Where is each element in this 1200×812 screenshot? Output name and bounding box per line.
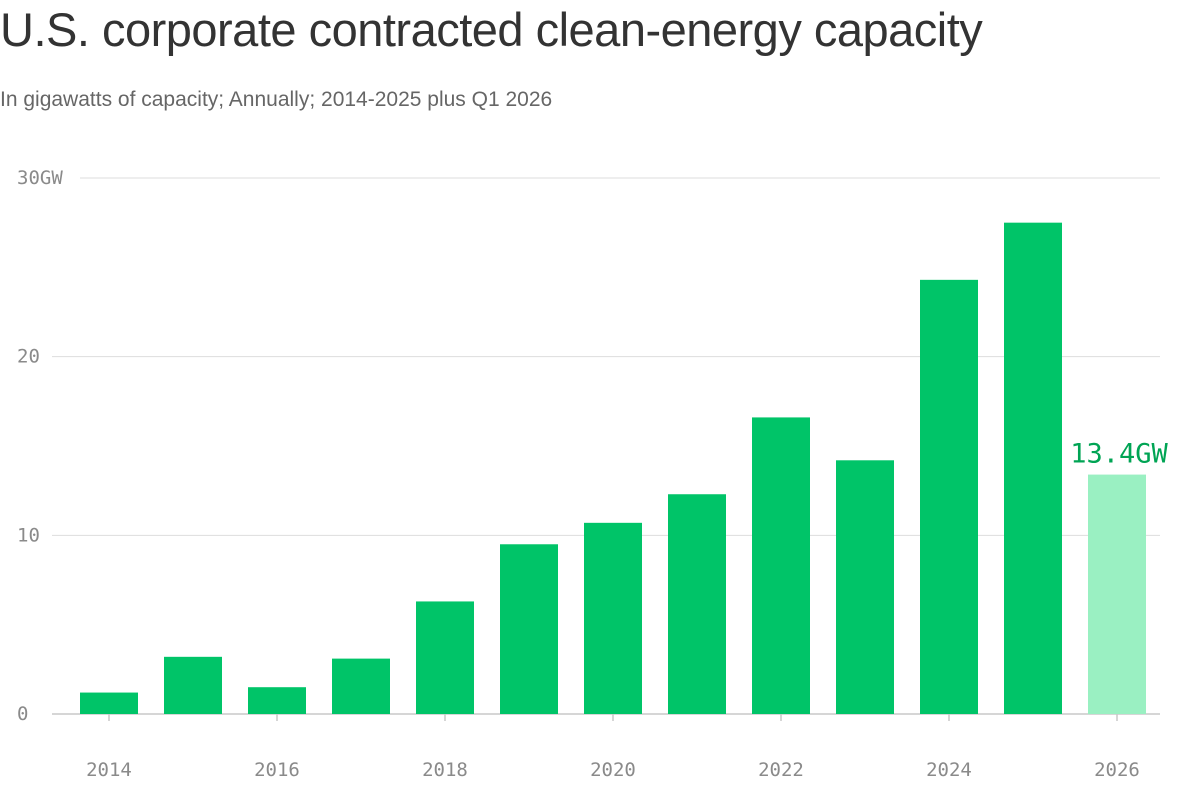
x-tick-label: 2018 [422,759,468,781]
chart-title: U.S. corporate contracted clean-energy c… [0,3,983,56]
x-tick-label: 2022 [758,759,804,781]
x-tick-label: 2024 [926,759,972,781]
x-tick-label: 2020 [590,759,636,781]
bar-2018 [416,601,474,714]
bar-2017 [332,658,390,714]
data-label-2026: 13.4GW [1070,439,1168,470]
chart-subtitle: In gigawatts of capacity; Annually; 2014… [0,88,553,111]
x-tick-label: 2016 [254,759,300,781]
bar-2019 [500,544,558,714]
bar-2022 [752,417,810,714]
y-tick-label: 30GW [17,167,63,189]
labels: 0 10 20 30GW 2014 2016 2018 2020 2022 2024 2026 13.… [17,167,1172,781]
bars [80,222,1146,714]
y-tick-label: 10 [17,524,40,546]
y-tick-label: 0 [17,703,28,725]
bar-2023 [836,460,894,714]
bar-2024 [920,279,978,714]
bar-2014 [80,692,138,714]
bar-2016 [248,687,306,714]
bar-2020 [584,522,642,714]
bar-2021 [668,494,726,714]
x-tick-label: 2026 [1094,759,1140,781]
bar-2015 [164,656,222,714]
bar-2025 [1004,222,1062,714]
x-tick-label: 2014 [86,759,132,781]
y-tick-label: 20 [17,346,40,368]
data-label-halo: 13.4GW [1070,439,1168,470]
bar-2026 [1088,474,1146,714]
